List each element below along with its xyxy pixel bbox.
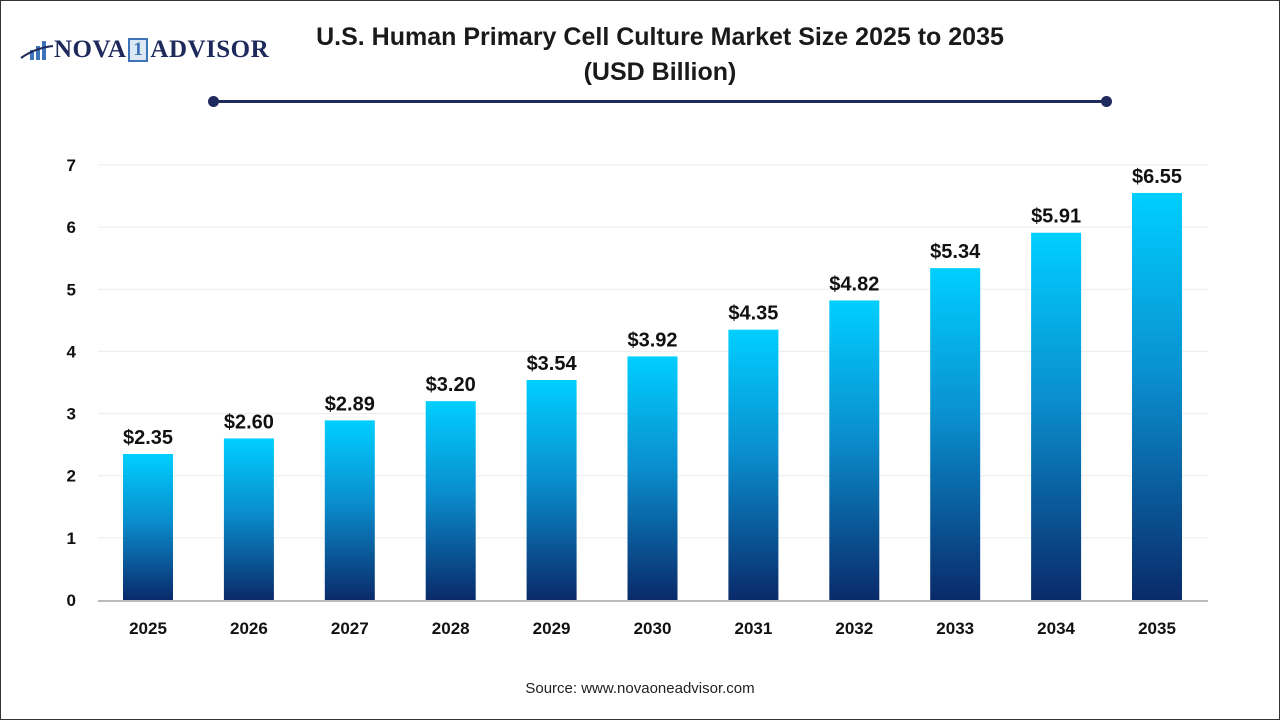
x-tick-label: 2033 bbox=[936, 619, 974, 638]
data-label: $3.20 bbox=[426, 374, 476, 396]
logo-text-one: 1 bbox=[128, 38, 149, 62]
y-tick-label: 0 bbox=[67, 591, 76, 610]
y-tick-label: 3 bbox=[67, 405, 76, 424]
logo-text-nova: NOVA bbox=[54, 36, 127, 63]
x-tick-label: 2026 bbox=[230, 619, 268, 638]
x-tick-label: 2029 bbox=[533, 619, 571, 638]
title-divider bbox=[213, 100, 1106, 103]
data-label: $6.55 bbox=[1132, 166, 1182, 188]
x-tick-label: 2034 bbox=[1037, 619, 1075, 638]
data-label: $2.89 bbox=[325, 393, 375, 415]
x-tick-label: 2031 bbox=[734, 619, 772, 638]
y-tick-label: 1 bbox=[67, 529, 76, 548]
data-label: $5.34 bbox=[930, 241, 981, 263]
bar-2035 bbox=[1132, 192, 1182, 600]
y-tick-label: 7 bbox=[67, 156, 76, 175]
bar-2029 bbox=[526, 380, 577, 600]
x-tick-label: 2027 bbox=[331, 619, 369, 638]
bar-2031 bbox=[728, 329, 779, 600]
bar-2033 bbox=[930, 268, 981, 600]
x-tick-label: 2030 bbox=[634, 619, 672, 638]
title-line-2: (USD Billion) bbox=[583, 58, 737, 86]
chart-title: U.S. Human Primary Cell Culture Market S… bbox=[230, 20, 1090, 90]
bar-2030 bbox=[627, 356, 678, 600]
y-tick-label: 4 bbox=[67, 342, 77, 361]
x-tick-label: 2035 bbox=[1138, 619, 1176, 638]
data-label: $2.60 bbox=[224, 411, 274, 433]
divider-dot-left bbox=[208, 96, 219, 107]
bar-2028 bbox=[425, 401, 476, 600]
data-label: $4.35 bbox=[728, 303, 778, 325]
data-label: $2.35 bbox=[123, 427, 173, 449]
y-tick-label: 5 bbox=[67, 280, 76, 299]
y-tick-label: 6 bbox=[67, 218, 76, 237]
title-line-1: U.S. Human Primary Cell Culture Market S… bbox=[316, 23, 1004, 51]
bar-2034 bbox=[1031, 232, 1082, 600]
data-label: $5.91 bbox=[1031, 206, 1081, 228]
source-note: Source: www.novaoneadvisor.com bbox=[525, 680, 755, 697]
bar-2026 bbox=[223, 438, 274, 600]
bar-2027 bbox=[324, 420, 375, 600]
logo-text-advisor: ADVISOR bbox=[150, 36, 270, 63]
x-tick-label: 2032 bbox=[835, 619, 873, 638]
bar-2032 bbox=[829, 300, 880, 600]
data-label: $3.92 bbox=[627, 329, 677, 351]
data-label: $3.54 bbox=[527, 353, 578, 375]
divider-dot-right bbox=[1101, 96, 1112, 107]
bar-2025 bbox=[123, 453, 173, 600]
y-tick-label: 2 bbox=[67, 467, 76, 486]
data-label: $4.82 bbox=[829, 273, 879, 295]
bar-chart-logo-icon bbox=[20, 41, 54, 60]
x-tick-label: 2025 bbox=[129, 619, 167, 638]
x-tick-label: 2028 bbox=[432, 619, 470, 638]
logo: NOVA 1 ADVISOR bbox=[20, 36, 269, 64]
